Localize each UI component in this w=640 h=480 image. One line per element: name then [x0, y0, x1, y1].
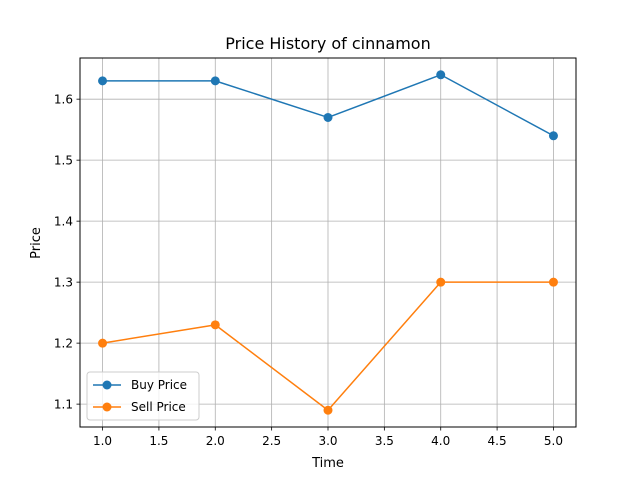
chart-title: Price History of cinnamon: [225, 34, 430, 53]
grid-lines: [80, 58, 576, 427]
data-point-sell-price: [210, 320, 220, 330]
data-point-sell-price: [436, 277, 446, 287]
legend-label-buy-price: Buy Price: [131, 378, 187, 392]
x-tick-label: 4.0: [431, 434, 450, 448]
x-tick-label: 3.5: [375, 434, 394, 448]
y-tick-label: 1.3: [54, 276, 73, 290]
x-tick-label: 2.0: [206, 434, 225, 448]
y-tick-label: 1.4: [54, 215, 73, 229]
x-tick-label: 2.5: [262, 434, 281, 448]
legend-box: [86, 371, 200, 421]
y-tick-label: 1.2: [54, 337, 73, 351]
data-point-sell-price: [323, 405, 333, 415]
y-axis-label: Price: [29, 227, 44, 259]
data-point-buy-price: [323, 112, 333, 122]
series-layer: [98, 70, 558, 415]
y-tick-label: 1.5: [54, 154, 73, 168]
data-point-sell-price: [548, 277, 558, 287]
data-point-buy-price: [210, 76, 220, 86]
data-point-buy-price: [548, 131, 558, 141]
y-tick-label: 1.1: [54, 398, 73, 412]
legend-marker-buy-price: [102, 380, 112, 390]
x-axis-label: Time: [311, 456, 344, 471]
legend-label-sell-price: Sell Price: [131, 400, 186, 414]
legend: Buy Price Sell Price: [86, 371, 200, 421]
x-tick-label: 3.0: [318, 434, 337, 448]
data-point-buy-price: [436, 70, 446, 80]
legend-marker-sell-price: [102, 402, 112, 412]
data-point-sell-price: [98, 338, 108, 348]
x-tick-label: 1.5: [149, 434, 168, 448]
data-point-buy-price: [98, 76, 108, 86]
tick-layer: 1.0 1.5 2.0 2.5 3.0 3.5 4.0 4.5 5.0 1.1 1.2 1.3 1.4 1…: [54, 93, 563, 448]
y-tick-label: 1.6: [54, 93, 73, 107]
x-tick-label: 1.0: [93, 434, 112, 448]
x-tick-label: 4.5: [488, 434, 507, 448]
x-tick-label: 5.0: [544, 434, 563, 448]
